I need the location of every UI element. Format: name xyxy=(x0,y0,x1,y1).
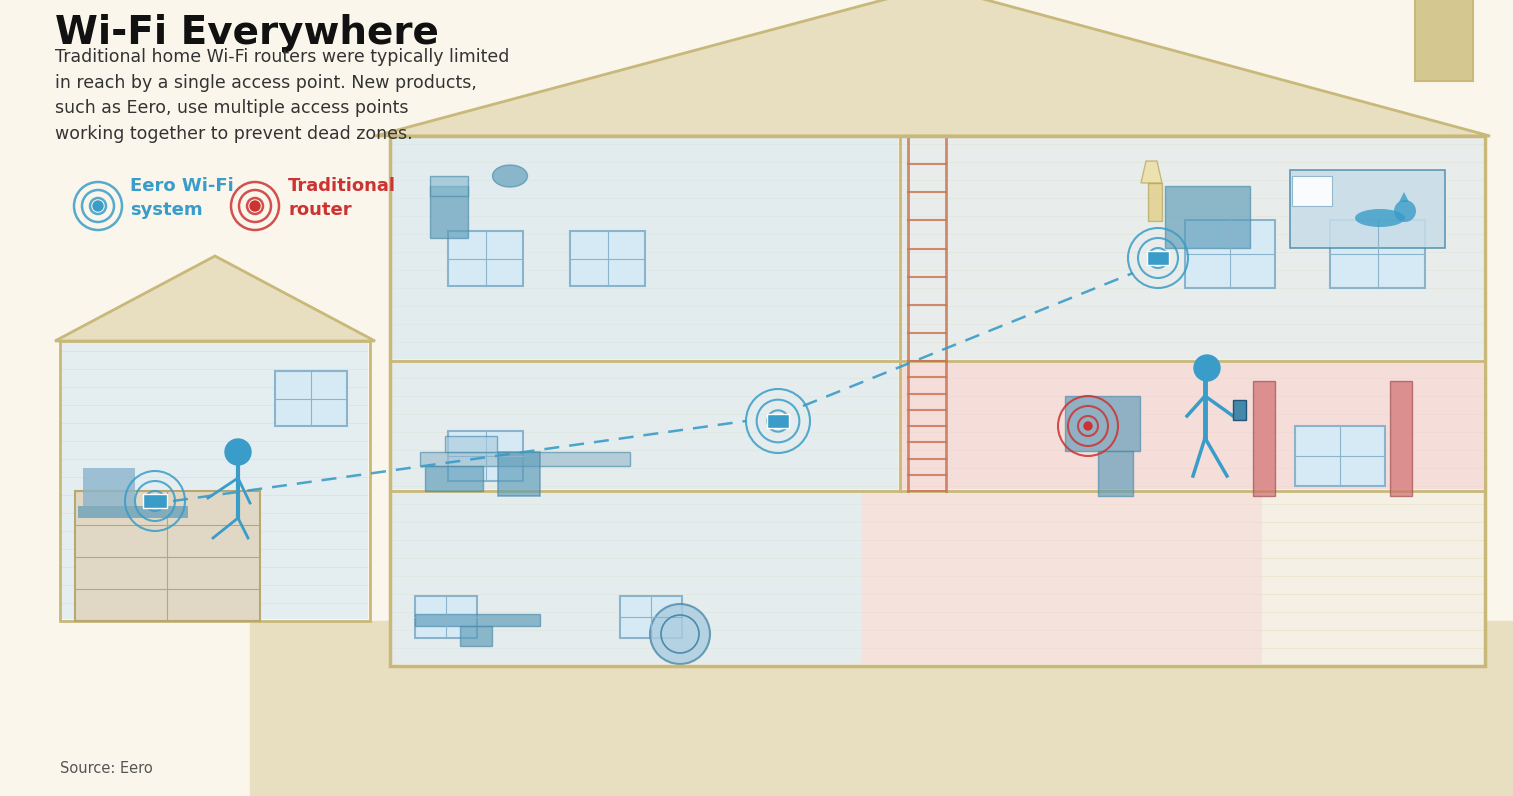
Bar xyxy=(390,136,1484,666)
Circle shape xyxy=(775,417,782,425)
Bar xyxy=(392,493,862,664)
Circle shape xyxy=(1154,254,1162,262)
Circle shape xyxy=(250,201,260,211)
Bar xyxy=(1253,381,1275,496)
Bar xyxy=(79,506,188,518)
Bar xyxy=(144,494,166,508)
Bar xyxy=(448,231,523,286)
Ellipse shape xyxy=(493,165,528,187)
Bar xyxy=(862,493,1262,664)
Bar xyxy=(392,138,899,359)
Bar xyxy=(620,596,682,638)
Circle shape xyxy=(651,604,710,664)
Text: Source: Eero: Source: Eero xyxy=(61,761,153,776)
Bar xyxy=(392,363,899,489)
Bar xyxy=(570,231,645,286)
Bar xyxy=(1390,381,1412,496)
Circle shape xyxy=(151,497,159,505)
Text: Traditional
router: Traditional router xyxy=(287,178,396,219)
Circle shape xyxy=(92,201,103,211)
Bar xyxy=(1295,426,1384,486)
Bar xyxy=(425,466,483,491)
Text: Traditional home Wi-Fi routers were typically limited
in reach by a single acces: Traditional home Wi-Fi routers were typi… xyxy=(54,48,510,143)
Bar xyxy=(1233,400,1247,420)
Bar xyxy=(61,341,371,621)
Polygon shape xyxy=(1400,192,1409,202)
Bar xyxy=(1065,396,1139,451)
Bar xyxy=(902,138,1483,359)
Bar xyxy=(415,614,540,626)
Bar xyxy=(498,452,540,496)
Bar xyxy=(1185,220,1275,288)
Bar xyxy=(448,431,523,481)
Bar xyxy=(430,186,468,238)
Bar xyxy=(430,176,468,196)
Circle shape xyxy=(1194,355,1219,381)
Polygon shape xyxy=(54,256,375,341)
Bar xyxy=(275,371,346,426)
Text: Eero Wi-Fi
system: Eero Wi-Fi system xyxy=(130,178,233,219)
Bar xyxy=(1098,451,1133,496)
Bar xyxy=(1148,183,1162,221)
Bar xyxy=(1147,251,1170,265)
Bar xyxy=(1330,220,1425,288)
Bar xyxy=(415,596,477,638)
Circle shape xyxy=(225,439,251,465)
Bar xyxy=(1415,0,1474,81)
Circle shape xyxy=(1393,200,1416,222)
Bar xyxy=(83,468,135,506)
Bar xyxy=(445,436,496,452)
Bar xyxy=(390,136,1484,666)
Ellipse shape xyxy=(1356,209,1406,227)
Bar xyxy=(902,363,1483,489)
Polygon shape xyxy=(375,0,1490,136)
Bar xyxy=(1165,186,1250,248)
Text: Wi-Fi Everywhere: Wi-Fi Everywhere xyxy=(54,14,439,52)
Bar xyxy=(250,621,1513,796)
Bar xyxy=(1291,170,1445,248)
Bar xyxy=(460,626,492,646)
Bar xyxy=(76,491,260,621)
Bar xyxy=(421,452,629,466)
Circle shape xyxy=(1083,422,1092,430)
Bar xyxy=(62,343,368,619)
Bar xyxy=(1292,176,1331,206)
Bar xyxy=(767,414,788,428)
Polygon shape xyxy=(1141,161,1162,183)
